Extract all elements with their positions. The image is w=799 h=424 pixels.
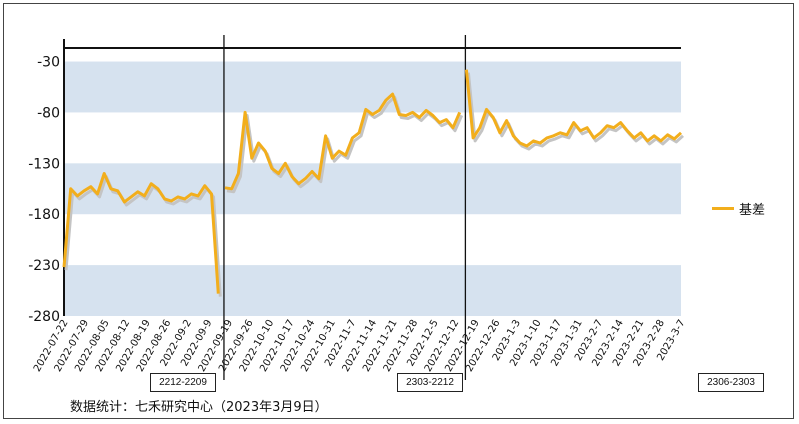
series-line-2 — [464, 69, 683, 148]
legend: 基差 — [712, 199, 765, 218]
chart-frame — [3, 3, 794, 419]
series-shadow-0 — [64, 175, 222, 297]
grid-band-1 — [64, 163, 681, 215]
y-tick-label: -230 — [28, 258, 60, 274]
segment-label-2306-2303: 2306-2303 — [698, 373, 764, 392]
series-lines — [62, 69, 685, 297]
legend-swatch — [712, 207, 734, 210]
grid-band-2 — [64, 265, 681, 316]
legend-label: 基差 — [739, 203, 766, 218]
segment-label-2212-2209: 2212-2209 — [150, 373, 216, 392]
y-tick-label: -130 — [28, 156, 60, 172]
y-tick-label: -280 — [28, 309, 60, 325]
y-axis-ticks: -30 -80 -130 -180 -230 -280 — [28, 55, 60, 325]
grid-bands — [64, 61, 681, 316]
source-note: 数据统计：七禾研究中心（2023年3月9日） — [70, 400, 328, 415]
contract-dividers — [223, 35, 467, 380]
y-tick-label: -30 — [37, 55, 60, 71]
grid-band-0 — [64, 61, 681, 113]
axes — [63, 39, 681, 316]
y-tick-label: -180 — [28, 207, 60, 223]
y-tick-label: -80 — [37, 105, 60, 121]
segment-label-2303-2212: 2303-2212 — [397, 373, 463, 392]
series-line-0 — [62, 172, 220, 294]
x-axis-ticks: 2022-07-222022-07-292022-08-052022-08-12… — [32, 318, 688, 374]
series-line-1 — [224, 92, 462, 191]
